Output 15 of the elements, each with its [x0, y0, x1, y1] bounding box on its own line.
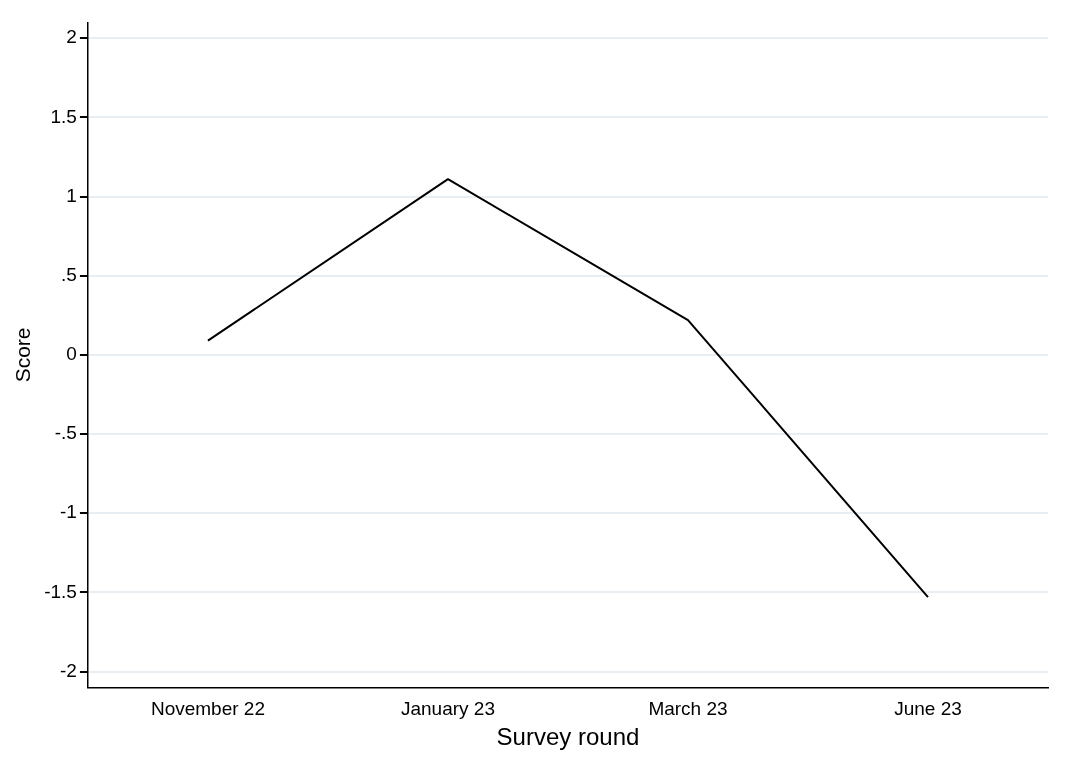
- x-tick-label: November 22: [150, 698, 265, 720]
- y-tick-label: 1.5: [50, 105, 77, 127]
- y-tick-label: -1.5: [44, 580, 77, 602]
- y-tick-label: 2: [66, 26, 77, 48]
- y-tick-label: -1: [60, 501, 77, 523]
- y-tick-label: 1: [66, 184, 77, 206]
- x-axis-title: Survey round: [496, 723, 640, 751]
- y-tick-label: -2: [60, 659, 77, 681]
- y-tick-label: .5: [61, 263, 77, 285]
- x-tick-label: January 23: [400, 698, 495, 720]
- y-tick-label: 0: [66, 343, 77, 365]
- x-tick-label: March 23: [648, 698, 728, 720]
- x-tick-label: June 23: [894, 698, 962, 720]
- y-tick-label: -.5: [54, 422, 77, 444]
- y-axis-title: Score: [11, 327, 35, 383]
